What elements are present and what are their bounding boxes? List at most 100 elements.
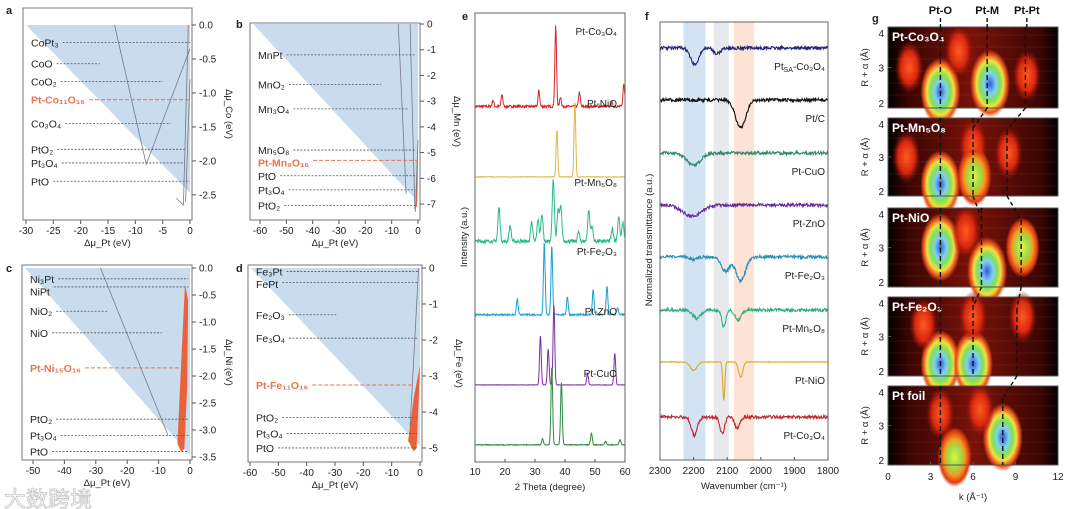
y-tick-label: -1.0 (199, 88, 217, 99)
phase-label: Pt₃O₄ (256, 429, 283, 441)
x-tick-label: 10 (469, 467, 481, 478)
y-tick-label: -6 (427, 174, 436, 185)
x-tick-label: 0 (415, 226, 421, 237)
phase-boundary-line (409, 267, 419, 427)
x-tick-label: 60 (619, 467, 631, 478)
x-tick-label: -50 (26, 466, 41, 477)
wavelet-map: Pt-Co₃O₄ 2 3 4 R + α (Å) (860, 25, 1059, 126)
panel-letter-f: f (645, 11, 649, 23)
x-tick-label: -60 (253, 226, 268, 237)
phase-label: Ni₃Pt (30, 274, 54, 286)
ftir-trace (659, 96, 829, 129)
x-tick-label: -40 (305, 226, 320, 237)
x-tick-label: -15 (101, 226, 116, 237)
y-tick-label: 3 (878, 333, 884, 344)
wavelet-intensity-feature (909, 298, 938, 351)
x-tick-label: 3 (928, 472, 934, 483)
wavelet-intensity-feature (920, 213, 961, 282)
wavelet-map: Pt-Fe₂O₃ 2 3 4 R + α (Å) (860, 290, 1059, 399)
y-tick-label: -3.0 (199, 425, 217, 436)
pt-m-connector (972, 195, 983, 219)
x-tick-label: -10 (384, 468, 399, 479)
x-axis-label: Wavenumber (cm⁻¹) (701, 481, 787, 492)
y-axis-label: R + α (Å) (860, 138, 871, 176)
xrd-trace (475, 102, 625, 179)
x-tick-label: -40 (299, 468, 314, 479)
sample-label: Pt-NiO (892, 211, 929, 225)
wavelet-intensity-feature (966, 383, 995, 436)
y-tick-label: -2 (429, 335, 438, 346)
series-label-main: Pt (774, 62, 784, 73)
y-tick-label: -1 (427, 45, 436, 56)
phase-diagram-a: CoPt₃ CoO CoO₂ Pt-Co₁₁O₁₆ Co₃O₄ PtO₂ Pt₃O₄ PtO 0… (19, 7, 234, 249)
y-tick-label: -3 (429, 371, 438, 382)
series-label: Pt-Mn₅O₈ (782, 324, 825, 335)
y-tick-label: 3 (878, 244, 884, 255)
y-tick-label: 3 (878, 422, 884, 433)
x-tick-label: -20 (73, 226, 88, 237)
stable-region (26, 24, 190, 193)
y-tick-label: 3 (878, 64, 884, 75)
phase-label: NiO₂ (30, 306, 52, 318)
y-axis-label: Δμ_Fe (eV) (453, 339, 464, 388)
x-tick-label: 0 (187, 466, 193, 477)
y-tick-label: -1.0 (199, 318, 217, 329)
series-label: Pt-ZnO (793, 219, 825, 230)
wavelet-intensity-feature (895, 41, 924, 94)
series-label: Pt-Co₃O₄ (576, 27, 618, 38)
guide-label: Pt-M (975, 5, 999, 17)
x-axis-label: Δμ_Pt (eV) (312, 238, 359, 249)
xrd-chart: Pt-Co₃O₄ Pt-NiO Pt-Mn₅O₈ Pt-Fe₂O₃ Pt-ZnO Pt-C… (459, 12, 631, 493)
y-tick-label: 2 (878, 367, 884, 378)
x-axis-label: Δμ_Pt (eV) (84, 478, 131, 489)
x-tick-label: 1800 (817, 466, 840, 477)
x-axis-label: Δμ_Pt (eV) (84, 238, 131, 249)
ftir-trace (659, 253, 829, 285)
wavelet-map: Pt-NiO 2 3 4 R + α (Å) (860, 205, 1059, 306)
phase-boundary-line (176, 24, 189, 206)
ftir-trace (659, 44, 829, 67)
stable-region (25, 268, 190, 455)
panel-letter-c: c (6, 263, 12, 275)
x-tick-label: -20 (120, 466, 135, 477)
x-tick-label: -30 (328, 468, 343, 479)
y-tick-label: 2 (878, 456, 884, 467)
series-label: Pt-Fe₂O₃ (785, 271, 825, 282)
phase-label: PtO₂ (31, 144, 53, 156)
y-tick-label: 0 (429, 263, 435, 274)
ftir-trace (659, 201, 829, 219)
wavelet-map: Pt-Mn₅O₈ 2 3 4 R + α (Å) (860, 117, 1059, 219)
panel-letter-b: b (236, 19, 243, 31)
series-label: Pt-Co₃O₄ (784, 431, 826, 442)
wavelet-intensity-feature (970, 49, 1010, 118)
series-label: Pt-Fe₂O₃ (577, 247, 617, 258)
x-tick-label: 6 (970, 472, 976, 483)
series-label: Pt/C (806, 114, 825, 125)
x-tick-label: 12 (1052, 472, 1064, 483)
sample-label: Pt foil (892, 389, 925, 403)
y-axis-label: R + α (Å) (860, 228, 871, 266)
x-tick-label: 9 (1013, 472, 1019, 483)
panel-letter-d: d (236, 263, 243, 275)
y-tick-label: -3 (427, 97, 436, 108)
x-tick-label: -30 (19, 226, 34, 237)
phase-label: PtO₂ (256, 412, 278, 424)
y-tick-label: -2.5 (199, 398, 217, 409)
y-tick-label: -1.5 (199, 122, 217, 133)
x-tick-label: -20 (358, 226, 373, 237)
x-tick-label: -50 (279, 226, 294, 237)
x-tick-label: -10 (128, 226, 143, 237)
phase-label: Pt-Co₁₁O₁₆ (31, 95, 85, 107)
y-tick-label: -5 (429, 443, 438, 454)
plot-frame (249, 22, 421, 221)
y-axis-label: Normalized transmittance (a.u.) (644, 174, 655, 307)
stable-region (253, 24, 418, 203)
x-axis-label: Δμ_Pt (eV) (312, 480, 359, 491)
y-tick-label: 0.0 (199, 20, 213, 31)
phase-label: Fe₃Pt (256, 267, 283, 279)
x-tick-label: 2200 (682, 466, 705, 477)
phase-label: FePt (256, 279, 278, 291)
phase-boundary-line (100, 267, 169, 436)
stable-region (251, 267, 421, 446)
